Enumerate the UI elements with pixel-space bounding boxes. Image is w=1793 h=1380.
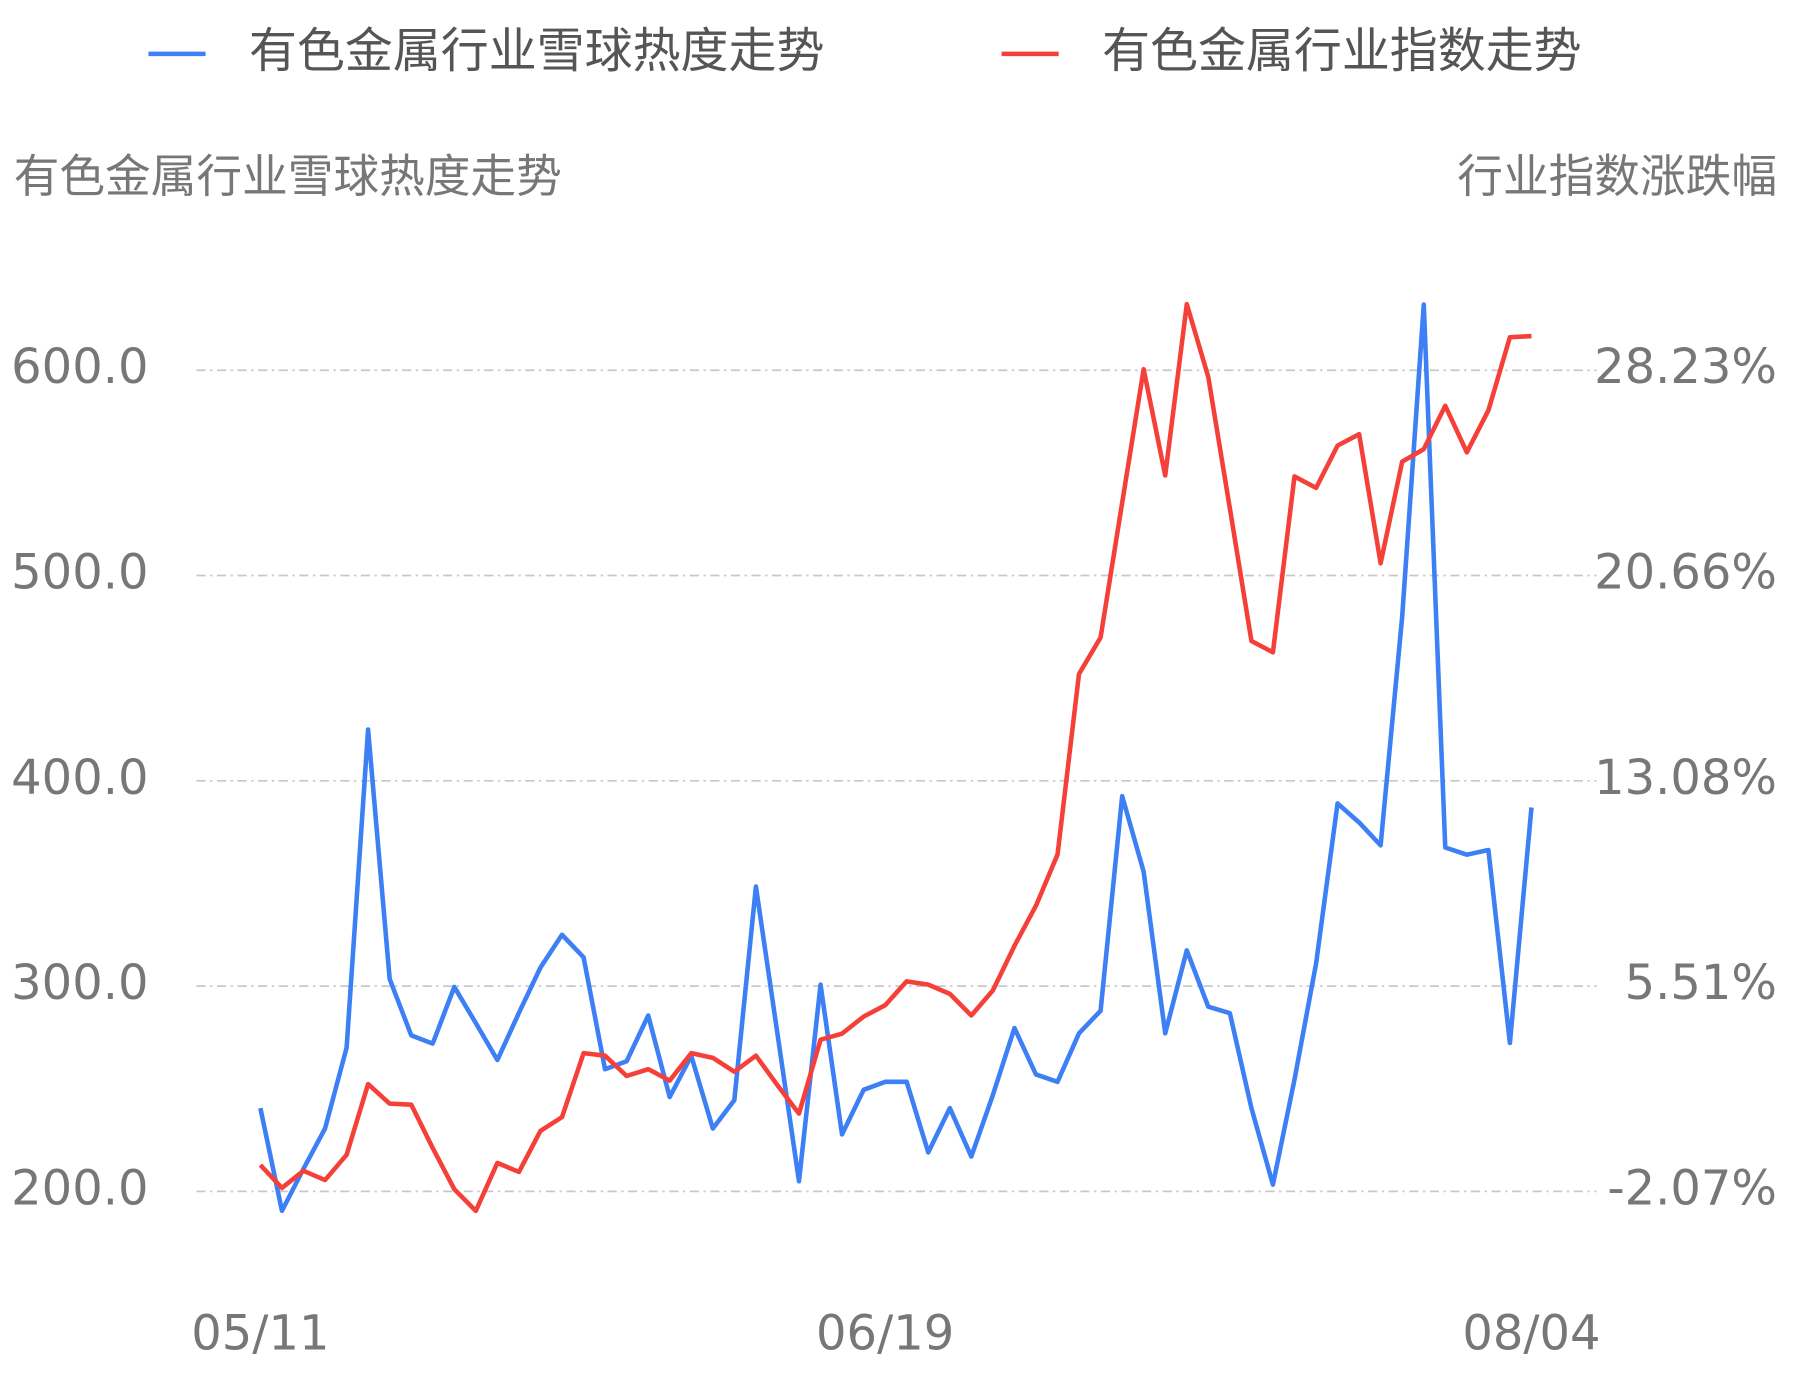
y-tick-label: 200.0 xyxy=(11,1160,148,1216)
y2-axis-title: 行业指数涨跌幅 xyxy=(1457,150,1777,203)
y2-tick-label: 28.23% xyxy=(1594,339,1777,395)
x-tick-label: 06/19 xyxy=(816,1305,954,1361)
y2-tick-label: 5.51% xyxy=(1625,955,1777,1011)
y2-tick-label: 13.08% xyxy=(1594,750,1777,806)
line-series xyxy=(258,302,1534,1214)
legend-label: 有色金属行业指数走势 xyxy=(1102,23,1582,79)
y-tick-label: 500.0 xyxy=(11,545,148,601)
x-tick-label: 05/11 xyxy=(191,1305,329,1361)
line-series xyxy=(258,301,1532,1214)
y2-tick-label: -2.07% xyxy=(1607,1160,1777,1216)
x-tick-label: 08/04 xyxy=(1462,1305,1600,1361)
y-axis-title: 有色金属行业雪球热度走势 xyxy=(14,150,562,203)
legend-label: 有色金属行业雪球热度走势 xyxy=(249,23,824,79)
y-tick-label: 600.0 xyxy=(11,339,148,395)
y2-tick-label: 20.66% xyxy=(1594,544,1777,600)
y-tick-label: 300.0 xyxy=(11,955,148,1011)
y-tick-label: 400.0 xyxy=(11,750,148,806)
